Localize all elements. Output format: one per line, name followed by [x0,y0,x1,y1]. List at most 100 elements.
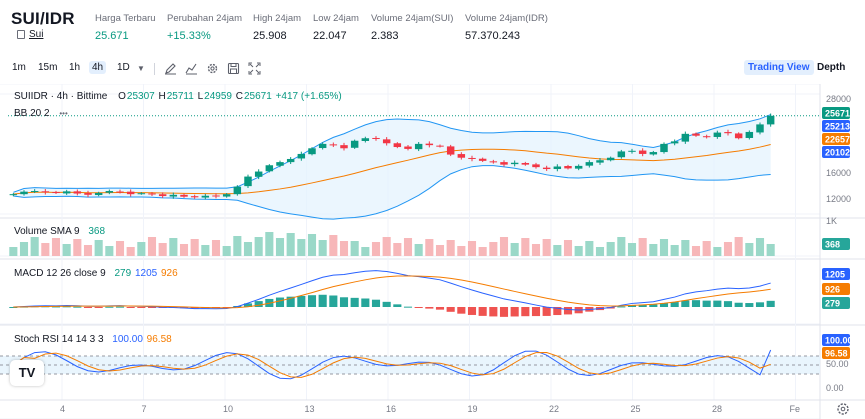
chart-area[interactable]: 28000 16000 12000 25671 25213 22657 20102 1K 368… [0,83,865,419]
macd-histogram-bar [73,306,82,308]
candle-body [393,143,402,148]
pencil-icon[interactable] [164,62,177,75]
stat-label: Harga Terbaru [95,13,156,24]
candle-body [510,162,519,165]
timeframe-4h[interactable]: 4h [89,61,107,74]
candle-body [649,152,658,155]
price-axis-tag: 20102 [825,148,850,158]
gear-icon[interactable] [206,62,219,75]
volume-bar [73,239,82,256]
volume-bar [62,244,71,256]
macd-histogram-bar [425,307,434,309]
candle-body [372,137,380,139]
fullscreen-icon[interactable] [248,62,261,75]
macd-histogram-bar [499,307,509,317]
volume-bar [681,240,690,256]
candle-body [692,133,700,136]
tab-depth[interactable]: Depth [817,62,846,73]
price-axis-tag-bg [822,120,850,132]
candle-body [9,194,18,196]
indicators-icon[interactable] [185,62,198,75]
stat-value: +15.33% [167,30,211,42]
volume-bar [275,238,285,256]
macd-histogram-bar [766,300,775,307]
candle-body [457,154,466,158]
candle-body [73,191,82,194]
candle-body [276,162,284,166]
stat-value: 22.047 [313,30,347,42]
volume-bar [553,245,562,256]
volume-bar [649,244,658,256]
volume-bar [617,237,626,256]
candle-body [702,136,711,138]
macd-histogram-bar [51,306,61,308]
macd-histogram-bar [457,307,466,314]
price-legend: SUIIDR · 4h · Bittime O25307 H25711 L249… [14,91,343,102]
candle-body [30,191,39,193]
time-tick-label: 19 [468,404,478,414]
bb-legend: BB 20 2 ••• [14,108,69,119]
volume-label: Volume SMA 9 [14,226,80,237]
chevron-down-icon[interactable]: ▼ [137,64,145,73]
toolbar-divider [154,63,155,75]
candle-body [41,191,50,193]
candle-body [233,186,242,195]
volume-bar [105,246,114,256]
volume-bar [371,242,381,256]
legend-low: 24959 [204,91,232,102]
candle-body [724,132,732,134]
stat-volume-sui: Volume 24jam(SUI) 2.383 [371,13,453,42]
chart-canvas[interactable]: 28000 16000 12000 25671 25213 22657 20102 1K 368… [0,83,865,419]
bb-basis-line [13,144,771,195]
market-header: SUI/IDR Sui Harga Terbaru 25.671 Perubah… [0,0,865,48]
macd-histogram-bar [691,300,701,307]
price-axis-tag-bg [822,146,850,158]
macd-histogram-bar [446,307,455,312]
legend-h-label: H [158,91,166,102]
volume-bar [659,239,669,256]
price-axis-tag: 25213 [825,122,850,132]
timeframe-1m[interactable]: 1m [12,62,26,73]
macd-histogram-bar [531,307,541,317]
legend-l-label: L [197,91,204,102]
volume-bar [563,240,573,256]
volume-bar [297,239,306,256]
tradingview-logo[interactable]: TV [10,360,44,386]
candle-body [318,143,327,149]
legend-c-label: C [235,91,243,102]
candle-body [404,146,412,149]
candle-body [670,141,679,144]
macd-histogram-bar [62,306,71,308]
candle-body [222,194,231,197]
coin-link[interactable]: Sui [29,29,44,40]
stat-value: 25.908 [253,30,287,42]
gear-icon[interactable] [837,403,849,415]
tab-trading-view[interactable]: Trading View [744,60,814,75]
volume-bar [734,237,743,256]
price-tick-label: 12000 [826,194,851,204]
macd-histogram-bar [713,300,722,307]
stoch-tick-label: 0.00 [826,383,844,393]
timeframe-1d[interactable]: 1D [117,62,130,73]
timeframe-15m[interactable]: 15m [38,62,58,73]
candle-body [382,139,391,144]
macd-histogram-bar [329,295,338,307]
candle-body [190,196,199,198]
macd-histogram-bar [286,296,295,307]
macd-histogram-bar [147,307,157,308]
volume-bar [627,243,637,256]
macd-histogram-bar [297,295,306,307]
camera-icon[interactable] [227,62,240,75]
volume-bar [233,236,242,256]
stoch-legend: Stoch RSI 14 14 3 3 100.00 96.58 [14,334,173,345]
macd-histogram-bar [617,306,626,308]
volume-bar [115,241,125,256]
timeframe-1h[interactable]: 1h [69,62,81,73]
macd-histogram-bar [414,307,423,308]
volume-bar [542,239,551,256]
time-tick-label: 4 [60,404,65,414]
more-icon[interactable]: ••• [59,109,68,118]
candle-body [52,192,60,194]
candle-body [532,164,540,168]
macd-histogram-bar [755,302,765,307]
